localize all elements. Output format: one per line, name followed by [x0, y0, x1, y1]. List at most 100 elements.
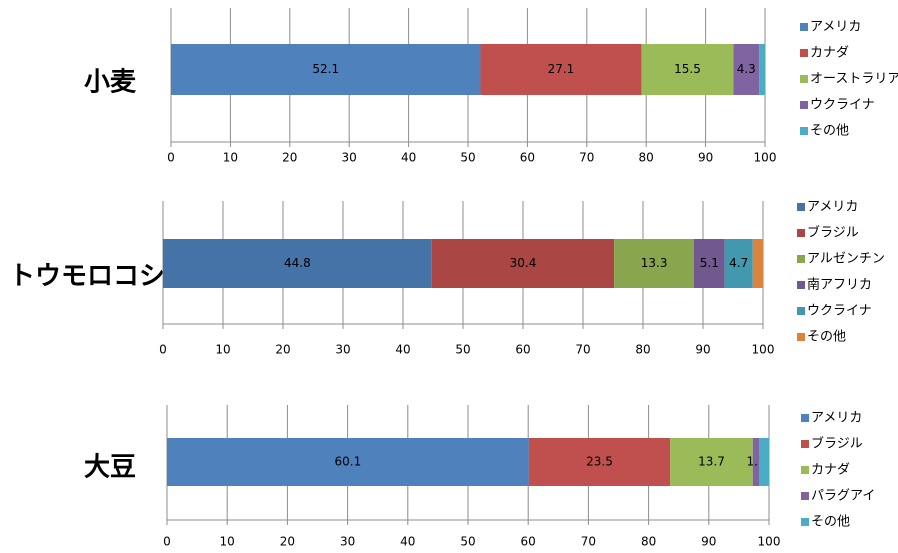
legend-swatch: [797, 307, 805, 315]
bar-segment: [641, 44, 734, 95]
tick-label: 70: [581, 535, 596, 549]
tick-label: 20: [280, 535, 295, 549]
legend-label: アメリカ: [811, 411, 862, 426]
legend-label: ウクライナ: [810, 98, 875, 113]
legend-label: パラグアイ: [811, 489, 875, 504]
tick-label: 60: [520, 151, 535, 165]
tick-label: 100: [752, 343, 775, 357]
tick-label: 10: [223, 151, 238, 165]
tick-label: 0: [159, 343, 167, 357]
tick-label: 50: [460, 151, 475, 165]
tick-label: 80: [641, 535, 656, 549]
legend-label: オーストラリア: [810, 72, 898, 87]
bar-segment: [163, 239, 432, 288]
data-label: 23.5: [586, 455, 613, 469]
data-label: 30.4: [510, 256, 537, 270]
legend-label: ウクライナ: [807, 304, 872, 319]
bar-segment: [759, 438, 769, 486]
tick-label: 30: [340, 535, 355, 549]
bar-segment: [752, 239, 763, 288]
legend-swatch: [797, 281, 805, 289]
tick-label: 80: [639, 151, 654, 165]
bar-segment: [733, 44, 760, 95]
bar-segment: [171, 44, 481, 95]
data-label: 27.1: [548, 62, 575, 76]
legend-label: アメリカ: [807, 200, 858, 215]
legend-swatch: [800, 23, 808, 31]
tick-label: 50: [460, 535, 475, 549]
chart-1: トウモロコシ 0 10 20 30 40 50 60 70 80 90 100 44.8 30.4 13.3…: [9, 200, 885, 357]
legend-swatch: [797, 229, 805, 237]
legend-swatch: [801, 414, 809, 422]
legend-label: カナダ: [810, 46, 849, 61]
chart-title: 大豆: [84, 453, 136, 483]
tick-label: 0: [163, 535, 171, 549]
chart-title: 小麦: [84, 68, 137, 98]
tick-label: 30: [342, 151, 357, 165]
bar-segment: [670, 438, 753, 486]
bar-segment: [480, 44, 642, 95]
tick-label: 90: [698, 151, 713, 165]
tick-label: 20: [275, 343, 290, 357]
data-label: 4.3: [737, 62, 756, 76]
data-label: 4.7: [729, 256, 748, 270]
legend-swatch: [797, 255, 805, 263]
data-label: 13.7: [698, 455, 725, 469]
bar-segment: [752, 438, 760, 486]
data-label: 60.1: [335, 455, 362, 469]
tick-label: 40: [400, 535, 415, 549]
legend-label: その他: [811, 515, 850, 530]
legend-label: 南アフリカ: [807, 277, 872, 293]
tick-label: 40: [401, 151, 416, 165]
chart-title: トウモロコシ: [9, 262, 165, 292]
legend-label: アメリカ: [810, 20, 861, 35]
tick-label: 40: [395, 343, 410, 357]
tick-label: 90: [701, 535, 716, 549]
data-label: 15.5: [674, 62, 701, 76]
tick-label: 100: [754, 151, 777, 165]
legend-swatch: [797, 333, 805, 341]
legend-label: ブラジル: [811, 436, 863, 452]
tick-label: 50: [455, 343, 470, 357]
tick-label: 100: [758, 535, 781, 549]
tick-label: 80: [635, 343, 650, 357]
tick-label: 20: [282, 151, 297, 165]
bar-segment: [431, 239, 615, 288]
legend-label: ブラジル: [807, 225, 859, 241]
legend-swatch: [801, 440, 809, 448]
tick-label: 10: [215, 343, 230, 357]
legend-label: アルゼンチン: [807, 252, 885, 267]
legend-swatch: [797, 203, 805, 211]
tick-label: 30: [335, 343, 350, 357]
bar-segment: [759, 44, 765, 95]
legend-label: その他: [810, 124, 849, 139]
legend-swatch: [800, 101, 808, 109]
data-label: 44.8: [284, 256, 311, 270]
legend-label: カナダ: [811, 463, 850, 478]
tick-label: 0: [167, 151, 175, 165]
legend-label: その他: [807, 330, 846, 345]
legend-swatch: [800, 75, 808, 83]
chart-0: 小麦 0 10 20 30 40 50 60 70 80 90 100 52.1 27.1 15.5 4.3 ア…: [84, 8, 898, 165]
bar-segment: [694, 239, 725, 288]
legend-swatch: [801, 518, 809, 526]
tick-label: 60: [515, 343, 530, 357]
legend-swatch: [801, 466, 809, 474]
bar-segment: [167, 438, 529, 486]
tick-label: 90: [695, 343, 710, 357]
tick-label: 10: [220, 535, 235, 549]
tick-label: 60: [521, 535, 536, 549]
legend-swatch: [801, 492, 809, 500]
bar-segment: [614, 239, 694, 288]
tick-label: 70: [579, 151, 594, 165]
legend-swatch: [800, 127, 808, 135]
bar-segment: [528, 438, 671, 486]
data-label: 52.1: [312, 62, 339, 76]
legend-swatch: [800, 49, 808, 57]
tick-label: 70: [575, 343, 590, 357]
bar-segment: [724, 239, 753, 288]
data-label: 5.1: [700, 256, 719, 270]
data-label: 13.3: [641, 256, 668, 270]
